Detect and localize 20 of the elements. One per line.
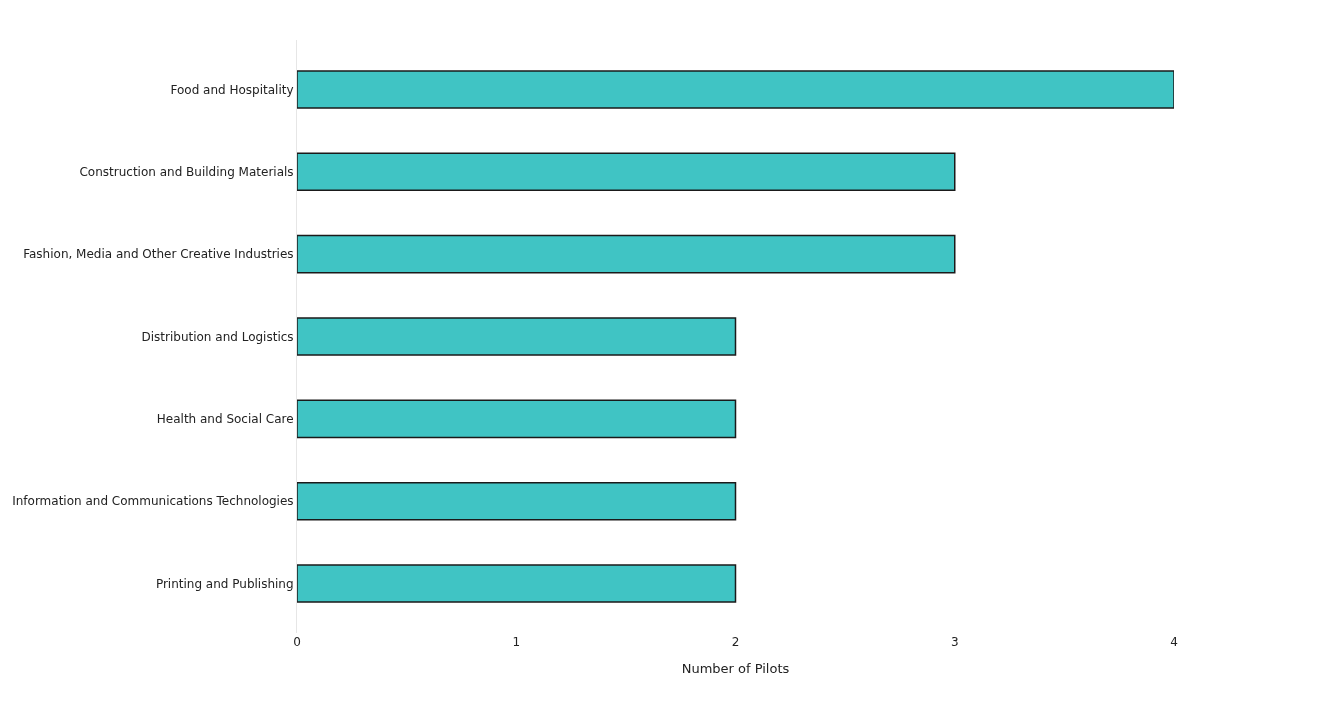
x-tick-label: 4 xyxy=(1170,635,1178,649)
x-tick-label: 3 xyxy=(950,635,959,649)
bar xyxy=(297,317,737,356)
y-tick-label: Food and Hospitality xyxy=(170,82,294,97)
y-tick-label: Information and Communications Technologies xyxy=(12,494,294,509)
bar xyxy=(297,70,1174,109)
y-tick-label: Fashion, Media and Other Creative Industries xyxy=(23,247,294,262)
bar xyxy=(297,399,737,439)
bar xyxy=(297,234,956,274)
x-tick-label: 0 xyxy=(293,635,301,649)
bar xyxy=(297,152,956,192)
y-tick-label: Distribution and Logistics xyxy=(141,329,294,344)
x-tick-label: 1 xyxy=(512,635,521,649)
y-tick-label: Printing and Publishing xyxy=(155,576,294,591)
x-tick-label: 2 xyxy=(731,635,740,649)
bar xyxy=(297,481,737,521)
x-axis-title: Number of Pilots xyxy=(681,660,790,676)
y-tick-label: Construction and Building Materials xyxy=(79,164,294,179)
bar xyxy=(297,564,737,603)
y-tick-label: Health and Social Care xyxy=(156,412,294,427)
